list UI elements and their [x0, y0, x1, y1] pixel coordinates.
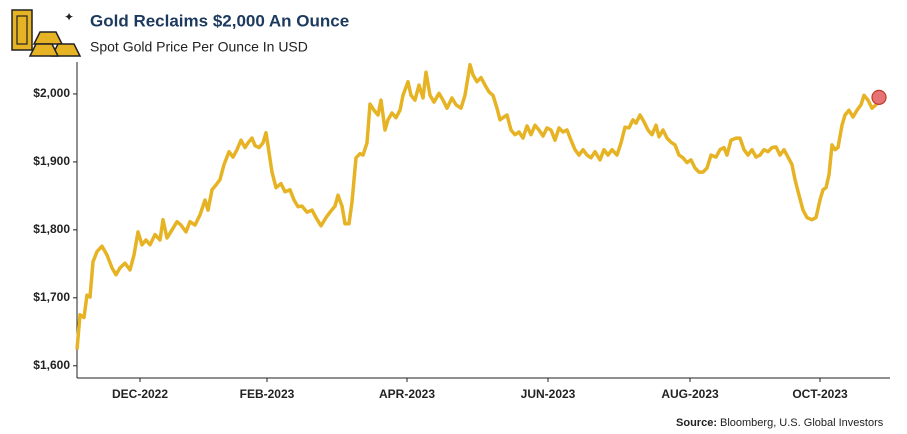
y-tick-label: $1,700 — [33, 290, 70, 304]
source: Bloomberg, U.S. Global Investors — [720, 417, 884, 429]
y-tick-label: $1,600 — [33, 358, 70, 372]
chart-subtitle: Spot Gold Price Per Ounce In USD — [90, 39, 308, 55]
source-label: Source: — [676, 417, 717, 429]
x-tick-label: OCT-2023 — [792, 387, 848, 401]
chart-title: Gold Reclaims $2,000 An Ounce — [90, 11, 349, 30]
svg-text:✦: ✦ — [64, 10, 74, 24]
y-tick-label: $1,900 — [33, 154, 70, 168]
x-tick-label: JUN-2023 — [521, 387, 576, 401]
x-tick-label: APR-2023 — [379, 387, 435, 401]
y-tick-label: $1,800 — [33, 222, 70, 236]
gold-icon: ✦ — [11, 9, 82, 57]
y-tick-label: $2,000 — [33, 86, 70, 100]
x-tick-label: AUG-2023 — [661, 387, 719, 401]
price-line — [75, 62, 881, 350]
x-tick-label: FEB-2023 — [240, 387, 295, 401]
x-tick-label: DEC-2022 — [112, 387, 168, 401]
last-point-marker — [871, 89, 887, 105]
